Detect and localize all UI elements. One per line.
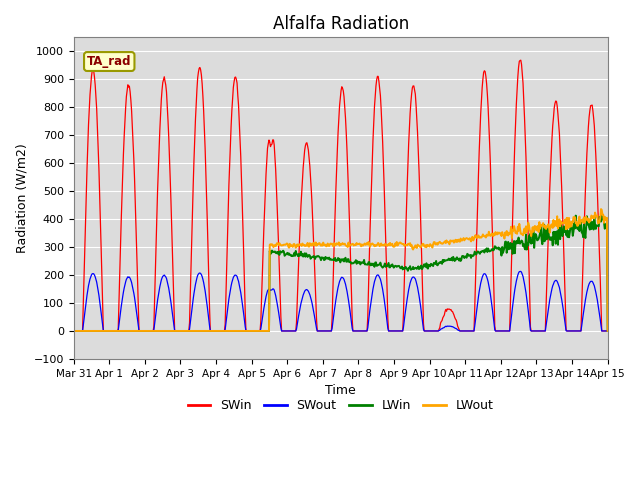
Text: TA_rad: TA_rad xyxy=(87,55,131,68)
LWin xyxy=(79,328,87,334)
SWin xyxy=(189,208,196,214)
LWout xyxy=(421,244,429,250)
X-axis label: Time: Time xyxy=(325,384,356,397)
SWin xyxy=(134,304,142,310)
LWin xyxy=(604,328,612,334)
SWout xyxy=(604,328,612,334)
SWout xyxy=(421,328,429,334)
LWin xyxy=(421,264,429,269)
SWout xyxy=(517,268,525,274)
SWin xyxy=(604,328,612,334)
SWout xyxy=(79,322,87,328)
LWin xyxy=(134,328,142,334)
SWin xyxy=(421,328,429,334)
SWout xyxy=(406,284,413,289)
Line: SWout: SWout xyxy=(74,271,608,331)
LWout xyxy=(604,328,612,334)
LWout xyxy=(134,328,142,334)
LWout xyxy=(189,328,196,334)
Line: LWout: LWout xyxy=(74,209,608,331)
LWin xyxy=(406,265,413,271)
SWin xyxy=(217,328,225,334)
LWin xyxy=(217,328,225,334)
SWout xyxy=(189,302,196,308)
SWout xyxy=(217,328,225,334)
LWout xyxy=(70,328,77,334)
SWin xyxy=(70,328,77,334)
Y-axis label: Radiation (W/m2): Radiation (W/m2) xyxy=(15,143,28,253)
LWout xyxy=(79,328,87,334)
SWin xyxy=(79,300,87,306)
LWin xyxy=(598,212,606,218)
Line: LWin: LWin xyxy=(74,215,608,331)
LWin xyxy=(189,328,196,334)
LWout xyxy=(217,328,225,334)
LWout xyxy=(597,206,605,212)
Legend: SWin, SWout, LWin, LWout: SWin, SWout, LWin, LWout xyxy=(182,394,499,417)
SWin xyxy=(517,57,525,63)
Title: Alfalfa Radiation: Alfalfa Radiation xyxy=(273,15,409,33)
Line: SWin: SWin xyxy=(74,60,608,331)
SWout xyxy=(134,323,142,328)
LWin xyxy=(70,328,77,334)
LWout xyxy=(406,242,413,248)
SWin xyxy=(406,126,413,132)
SWout xyxy=(70,328,77,334)
